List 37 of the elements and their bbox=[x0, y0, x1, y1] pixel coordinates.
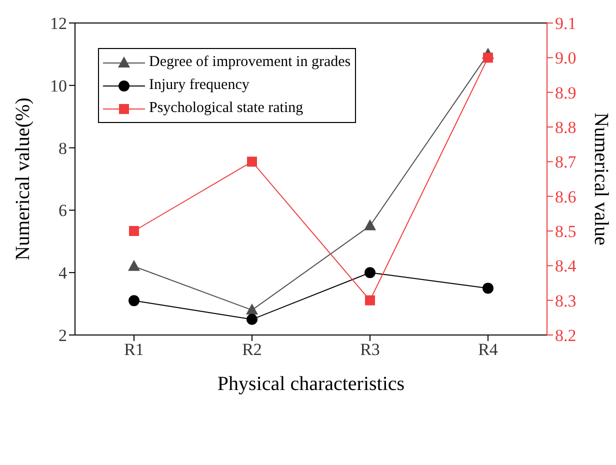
y2-tick-label: 8.3 bbox=[555, 291, 576, 310]
y2-tick-label: 8.7 bbox=[555, 152, 577, 172]
y-tick-label: 12 bbox=[50, 14, 67, 34]
point bbox=[482, 282, 494, 294]
x-axis-title: Physical characteristics bbox=[217, 373, 405, 395]
y-tick-label: 8 bbox=[58, 138, 67, 158]
point bbox=[365, 295, 375, 306]
y2-tick-label: 8.5 bbox=[555, 222, 576, 242]
point bbox=[364, 267, 376, 278]
legend-label: Degree of improvement in grades bbox=[149, 54, 351, 71]
y2-tick-label: 8.6 bbox=[555, 187, 576, 206]
point bbox=[364, 219, 376, 230]
point bbox=[129, 226, 139, 236]
point bbox=[247, 156, 257, 167]
y-axis-title: Numerical value(%) bbox=[12, 98, 34, 260]
y2-tick-label: 9.0 bbox=[555, 48, 576, 68]
y-tick-label: 4 bbox=[58, 264, 68, 283]
x-tick-label: R4 bbox=[478, 340, 498, 360]
y2-axis-title: Numerical value bbox=[590, 112, 612, 246]
y-tick-label: 10 bbox=[50, 76, 67, 96]
point bbox=[246, 304, 258, 315]
legend-label: Injury frequency bbox=[149, 77, 250, 94]
x-tick-label: R2 bbox=[242, 340, 262, 360]
point bbox=[246, 314, 258, 325]
y-tick-label: 6 bbox=[58, 201, 67, 220]
point bbox=[483, 52, 493, 63]
y2-tick-label: 8.2 bbox=[555, 326, 576, 346]
point bbox=[128, 260, 140, 271]
y-tick-label: 2 bbox=[58, 326, 67, 346]
x-tick-label: R1 bbox=[124, 340, 144, 360]
y2-tick-label: 8.9 bbox=[555, 83, 576, 102]
point bbox=[128, 295, 140, 306]
x-tick-label: R3 bbox=[360, 340, 380, 360]
y2-tick-label: 8.4 bbox=[555, 256, 577, 276]
legend-label: Psychological state rating bbox=[149, 100, 304, 117]
y2-tick-label: 9.1 bbox=[555, 14, 576, 34]
y2-tick-label: 8.8 bbox=[555, 118, 576, 138]
